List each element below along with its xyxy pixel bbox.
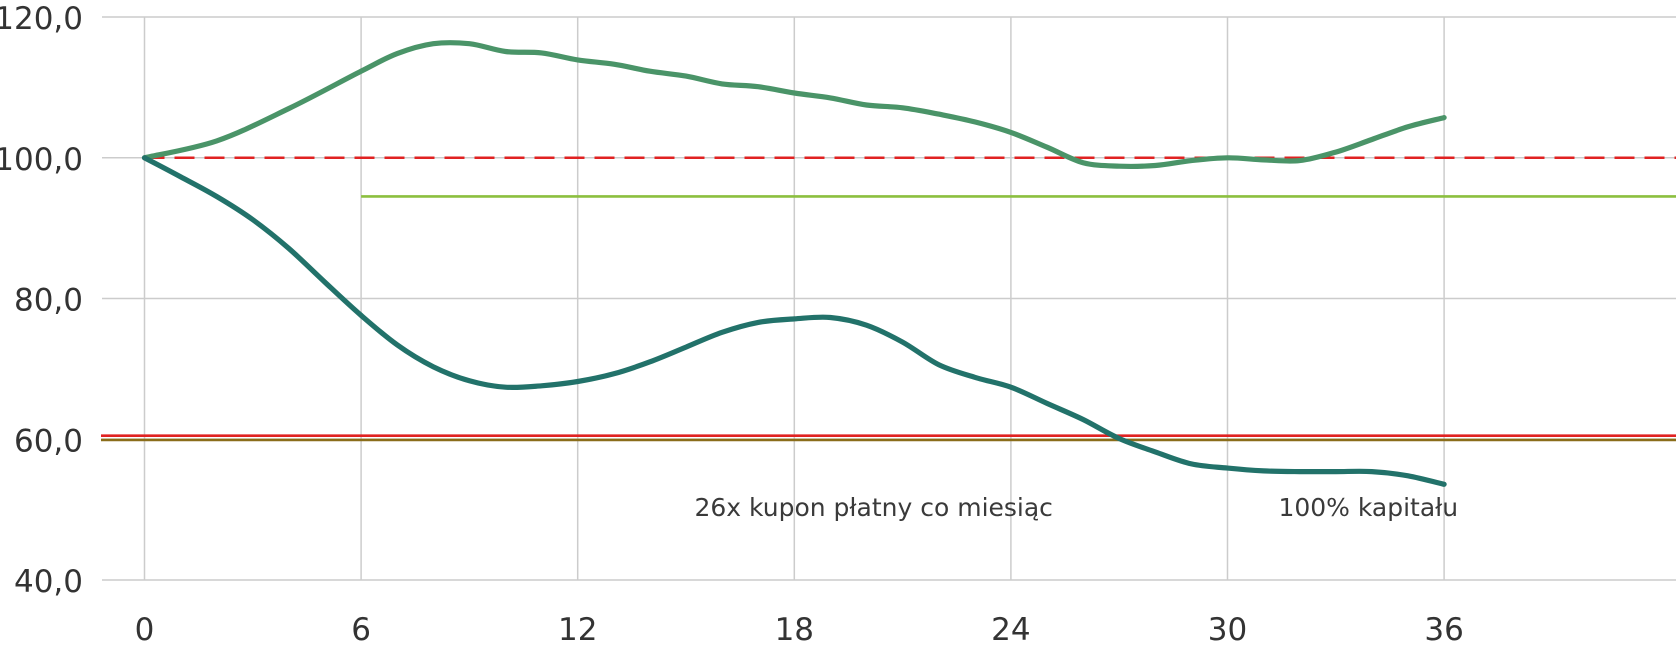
series-line-1: [141, 40, 1447, 170]
annotation-label: 26x kupon płatny co miesiąc: [694, 493, 1052, 522]
x-tick-label: 12: [558, 612, 597, 648]
y-tick-label: 40,0: [14, 564, 83, 600]
x-tick-label: 6: [351, 612, 371, 648]
x-tick-label: 18: [775, 612, 814, 648]
series-line-2: [141, 155, 1447, 487]
annotation-label: 100% kapitału: [1278, 493, 1458, 522]
x-tick-label: 0: [135, 612, 155, 648]
y-tick-label: 60,0: [14, 423, 83, 459]
x-tick-label: 30: [1208, 612, 1247, 648]
y-tick-label: 120,0: [0, 1, 83, 37]
x-tick-label: 24: [991, 612, 1030, 648]
y-tick-label: 100,0: [0, 142, 83, 178]
x-tick-label: 36: [1424, 612, 1463, 648]
y-tick-label: 80,0: [14, 283, 83, 319]
